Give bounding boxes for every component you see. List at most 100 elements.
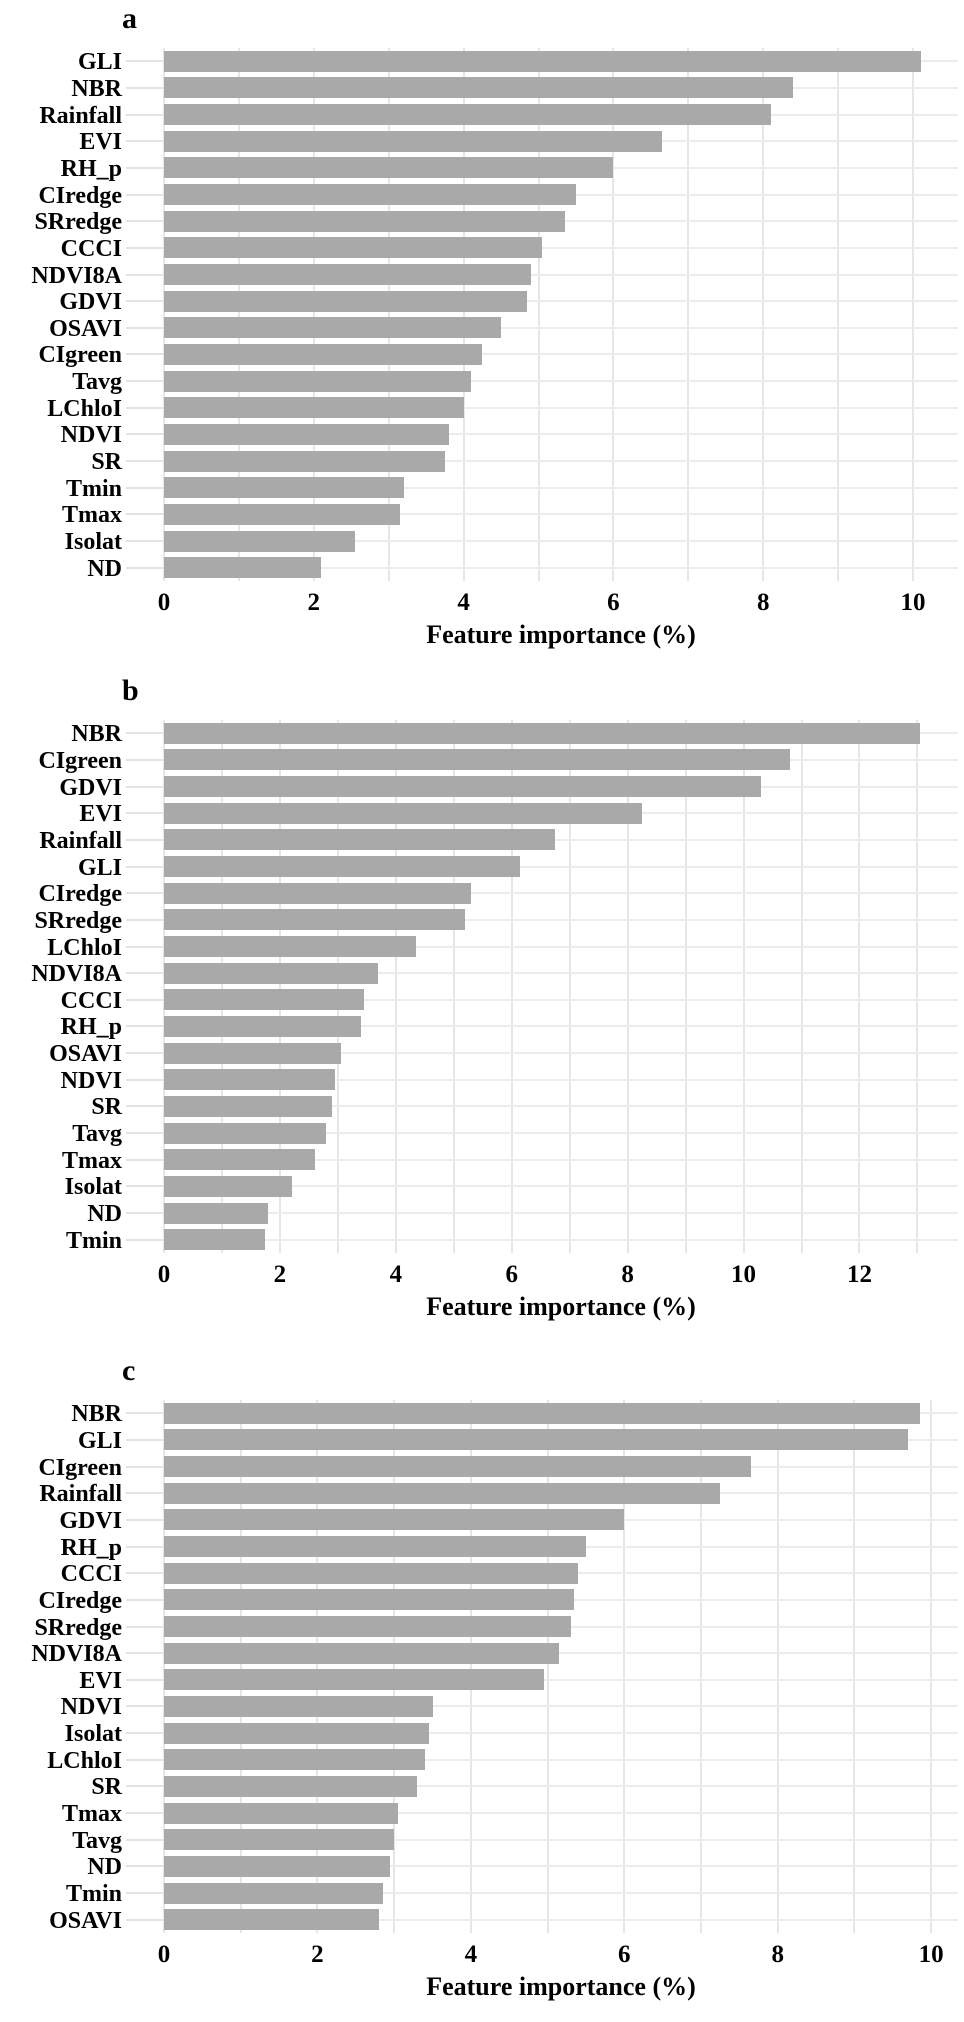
gridline-vertical xyxy=(510,720,513,1253)
bar xyxy=(164,264,532,285)
gridline-horizontal xyxy=(164,380,958,383)
bar xyxy=(164,989,364,1011)
gridline-horizontal xyxy=(164,972,958,975)
category-tick-line xyxy=(126,1865,164,1868)
gridline-horizontal xyxy=(164,1918,958,1921)
x-tick-label: 4 xyxy=(464,1941,478,1968)
category-tick-line xyxy=(126,1812,164,1815)
category-tick-line xyxy=(126,998,164,1001)
bar-row: NBR xyxy=(0,75,964,102)
gridline-horizontal xyxy=(164,1678,958,1681)
category-tick-line xyxy=(126,1785,164,1788)
x-axis-title: Feature importance (%) xyxy=(426,620,696,649)
bar xyxy=(164,1482,721,1504)
bar xyxy=(164,50,921,72)
gridline-vertical xyxy=(237,48,240,581)
category-tick-line xyxy=(126,1438,164,1441)
bar-row: EVI xyxy=(0,128,964,155)
bar xyxy=(164,909,466,931)
category-label: Tmin xyxy=(65,475,122,502)
bar xyxy=(164,104,771,126)
bar xyxy=(164,1802,398,1824)
category-label: GDVI xyxy=(59,289,122,316)
x-axis-title: Feature importance (%) xyxy=(426,1972,696,2001)
gridline-vertical xyxy=(700,1400,702,1933)
category-label: CIgreen xyxy=(38,1454,122,1481)
gridline-horizontal xyxy=(164,1865,958,1868)
category-label: CCCI xyxy=(60,1561,122,1588)
category-label: Rainfall xyxy=(39,102,122,129)
gridline-vertical xyxy=(800,720,803,1253)
category-tick-line xyxy=(126,246,164,249)
category-label: Tmax xyxy=(62,502,122,529)
bar-row: NDVI8A xyxy=(0,960,964,987)
category-tick-line xyxy=(126,486,164,489)
category-label: SRredge xyxy=(34,1614,122,1641)
bar-row: Rainfall xyxy=(0,1480,964,1507)
bar xyxy=(164,503,400,525)
bar xyxy=(164,1589,575,1611)
bar-row: NDVI xyxy=(0,1066,964,1093)
gridline-vertical xyxy=(930,1400,933,1933)
gridline-vertical xyxy=(916,720,919,1253)
category-tick-line xyxy=(126,1105,164,1108)
gridline-vertical xyxy=(163,720,165,1253)
x-tick-label: 0 xyxy=(157,589,171,616)
bar-row: CIgreen xyxy=(0,747,964,774)
bar-row: CIgreen xyxy=(0,341,964,368)
bar xyxy=(164,1882,383,1904)
gridline-horizontal xyxy=(164,998,958,1001)
bar xyxy=(164,450,445,472)
category-tick-line xyxy=(126,865,164,868)
bar-row: Tmax xyxy=(0,1800,964,1827)
bar-row: GLI xyxy=(0,1427,964,1454)
bar-row: Tmax xyxy=(0,1146,964,1173)
category-tick-line xyxy=(126,273,164,276)
bar xyxy=(164,722,921,744)
category-tick-line xyxy=(126,326,164,329)
gridline-horizontal xyxy=(164,406,958,409)
gridline-horizontal xyxy=(164,326,958,329)
category-tick-line xyxy=(126,812,164,815)
category-label: SRredge xyxy=(34,209,122,236)
category-label: NBR xyxy=(71,1401,122,1428)
category-label: SR xyxy=(91,1774,122,1801)
gridline-horizontal xyxy=(164,838,958,841)
x-tick-label: 8 xyxy=(771,1941,784,1968)
category-tick-line xyxy=(126,1732,164,1735)
category-tick-line xyxy=(126,1518,164,1521)
bar xyxy=(164,1042,341,1064)
gridline-horizontal xyxy=(164,1705,958,1708)
category-label: EVI xyxy=(79,801,122,828)
gridline-horizontal xyxy=(164,1078,958,1081)
category-label: NDVI xyxy=(60,1067,122,1094)
gridline-vertical xyxy=(387,48,390,581)
category-tick-line xyxy=(126,460,164,463)
bar-row: SRredge xyxy=(0,208,964,235)
category-label: EVI xyxy=(79,129,122,156)
bar xyxy=(164,856,521,878)
bar-row: SRredge xyxy=(0,1613,964,1640)
bar xyxy=(164,1402,920,1424)
category-tick-line xyxy=(126,220,164,223)
gridline-vertical xyxy=(853,1400,856,1933)
bar-row: CIredge xyxy=(0,880,964,907)
panel-label: b xyxy=(122,674,139,707)
gridline-vertical xyxy=(239,1400,242,1933)
category-tick-line xyxy=(126,113,164,116)
gridline-horizontal xyxy=(164,1158,958,1161)
category-tick-line xyxy=(126,1705,164,1708)
bar xyxy=(164,749,790,771)
gridline-vertical xyxy=(837,48,840,581)
gridline-horizontal xyxy=(164,246,958,249)
x-tick-label: 12 xyxy=(846,1261,872,1288)
category-tick-line xyxy=(126,1572,164,1575)
category-tick-line xyxy=(126,60,164,63)
category-tick-line xyxy=(126,1652,164,1655)
gridline-vertical xyxy=(393,1400,396,1933)
category-label: OSAVI xyxy=(49,315,122,342)
category-tick-line xyxy=(126,1598,164,1601)
gridline-vertical xyxy=(912,48,915,581)
category-label: CCCI xyxy=(60,987,122,1014)
gridline-vertical xyxy=(776,1400,779,1933)
